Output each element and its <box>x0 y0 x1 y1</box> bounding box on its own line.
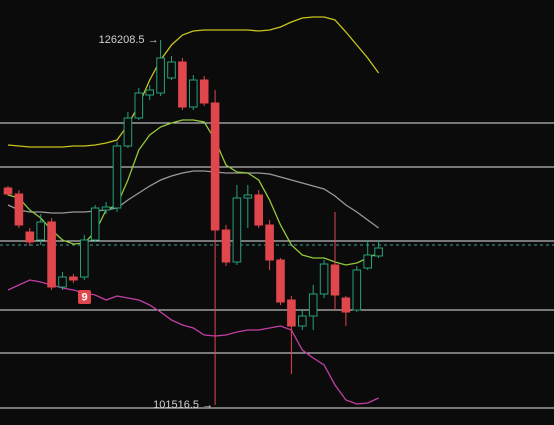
indicator-line <box>7 16 380 148</box>
candle-body <box>254 194 263 226</box>
high-label: 126208.5 → <box>99 34 159 46</box>
candle-body <box>298 315 307 327</box>
candle-body <box>199 79 209 104</box>
candle-body <box>210 102 220 231</box>
indicator-line <box>7 279 379 405</box>
candle-body <box>145 89 154 96</box>
candle-body <box>308 293 318 317</box>
candle-body <box>156 57 165 94</box>
candle-body <box>330 264 340 296</box>
candle-body <box>167 61 176 79</box>
candle-body <box>319 263 329 295</box>
candle-body <box>341 297 351 313</box>
candle-body <box>69 276 78 281</box>
candle-body <box>189 79 198 108</box>
candle-body <box>232 197 242 263</box>
candle-body <box>363 254 372 269</box>
indicator-lines <box>7 16 380 405</box>
candle-body <box>221 229 231 263</box>
candle-body <box>123 117 133 147</box>
candle-body <box>58 276 67 288</box>
candle-body <box>276 259 285 303</box>
candle-body <box>3 187 13 195</box>
candle-body <box>134 92 144 119</box>
candle-body <box>47 221 56 288</box>
candle-body <box>287 299 296 327</box>
candle-body <box>36 221 46 241</box>
candle-body <box>178 61 187 108</box>
candle-body <box>374 247 383 257</box>
marker-label: 9 <box>81 291 87 303</box>
candle-body <box>25 231 35 243</box>
candle-body <box>265 224 274 261</box>
candle-body <box>90 207 100 241</box>
indicator-line <box>7 170 379 229</box>
candle-body <box>101 206 111 211</box>
marker-badge <box>78 290 91 304</box>
candle-body <box>80 239 89 278</box>
low-label: 101516.5 → <box>153 399 213 411</box>
indicator-line <box>7 119 379 266</box>
candles <box>3 39 383 405</box>
candle-body <box>14 193 24 226</box>
levels <box>0 122 554 409</box>
candle-body <box>243 194 253 199</box>
candle-body <box>352 269 362 311</box>
candle-body <box>112 145 122 209</box>
